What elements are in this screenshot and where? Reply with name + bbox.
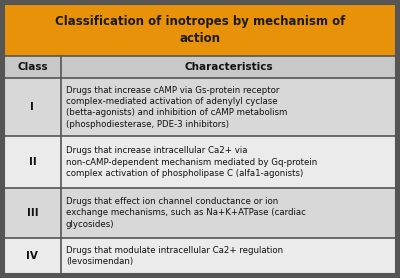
Bar: [4, 136, 396, 188]
Text: Drugs that increase intracellular Ca2+ via
non-cAMP-dependent mechanism mediated: Drugs that increase intracellular Ca2+ v…: [66, 146, 317, 178]
Text: Characteristics: Characteristics: [184, 62, 273, 72]
Text: IV: IV: [26, 251, 38, 261]
Bar: [4, 56, 396, 78]
Bar: [4, 188, 396, 238]
Text: III: III: [27, 208, 38, 218]
Text: Class: Class: [17, 62, 48, 72]
Text: Drugs that increase cAMP via Gs-protein receptor
complex-mediated activation of : Drugs that increase cAMP via Gs-protein …: [66, 86, 287, 129]
Bar: [4, 238, 396, 274]
Text: Classification of inotropes by mechanism of
action: Classification of inotropes by mechanism…: [55, 14, 345, 46]
Text: II: II: [28, 157, 36, 167]
Bar: [4, 78, 396, 136]
Text: I: I: [30, 102, 34, 112]
Bar: [4, 4, 396, 56]
Text: Drugs that effect ion channel conductance or ion
exchange mechanisms, such as Na: Drugs that effect ion channel conductanc…: [66, 197, 306, 229]
Text: Drugs that modulate intracellular Ca2+ regulation
(levosimendan): Drugs that modulate intracellular Ca2+ r…: [66, 246, 283, 266]
